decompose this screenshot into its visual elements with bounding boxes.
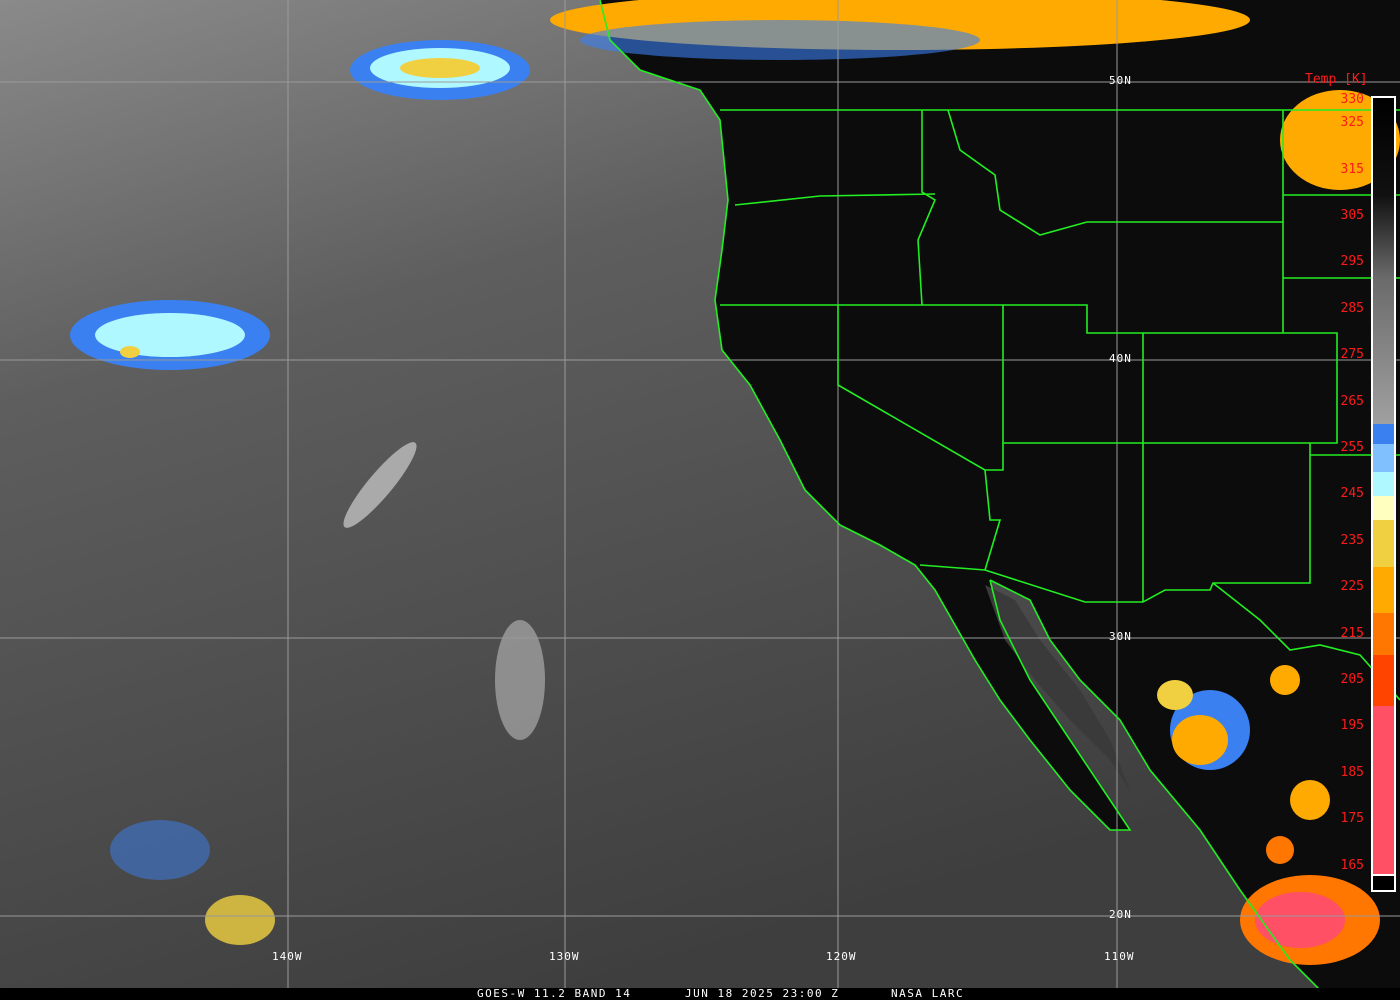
- temperature-colorbar: [1371, 96, 1396, 892]
- lat-label-20n: 20N: [1109, 908, 1132, 921]
- lat-label-30n: 30N: [1109, 630, 1132, 643]
- caption-satellite: GOES-W 11.2 BAND 14: [477, 987, 632, 1000]
- caption-datetime: JUN 18 2025 23:00 Z: [685, 987, 840, 1000]
- colorbar-tick-label: 325: [1340, 115, 1364, 131]
- colorbar-tick-label: 245: [1340, 486, 1364, 502]
- lat-label-50n: 50N: [1109, 74, 1132, 87]
- colorbar-tick-label: 255: [1340, 440, 1364, 455]
- colorbar-tick-label: 305: [1340, 208, 1364, 223]
- lon-label-120w: 120W: [826, 950, 857, 963]
- colorbar-tick-label: 205: [1340, 672, 1364, 687]
- caption-credit: NASA LARC: [891, 987, 965, 1000]
- colorbar-tick-label: 330: [1340, 92, 1364, 107]
- colorbar-tick-label: 195: [1340, 718, 1364, 734]
- colorbar-tick-label: 315: [1340, 161, 1364, 177]
- lon-label-110w: 110W: [1104, 950, 1135, 963]
- colorbar-tick-label: 185: [1340, 764, 1364, 780]
- colorbar-tick-label: 175: [1340, 811, 1364, 827]
- political-borders: [599, 0, 1400, 996]
- colorbar-tick-label: 165: [1340, 857, 1364, 873]
- colorbar-tick-label: 285: [1340, 300, 1364, 316]
- colorbar-tick-label: 225: [1340, 579, 1364, 595]
- colorbar-tick-label: 265: [1340, 393, 1364, 409]
- lon-label-140w: 140W: [272, 950, 303, 963]
- lat-label-40n: 40N: [1109, 352, 1132, 365]
- lon-label-130w: 130W: [549, 950, 580, 963]
- cloud-tops: [70, 0, 1400, 965]
- colorbar-tick-label: 275: [1340, 347, 1364, 363]
- caption-bar: GOES-W 11.2 BAND 14 JUN 18 2025 23:00 Z …: [0, 988, 1400, 1000]
- colorbar-title: Temp [K]: [1305, 72, 1368, 87]
- gulf-of-california: [985, 585, 1130, 790]
- colorbar-tick-label: 235: [1340, 532, 1364, 548]
- colorbar-tick-label: 215: [1340, 625, 1364, 641]
- colorbar-tick-label: 295: [1340, 254, 1364, 270]
